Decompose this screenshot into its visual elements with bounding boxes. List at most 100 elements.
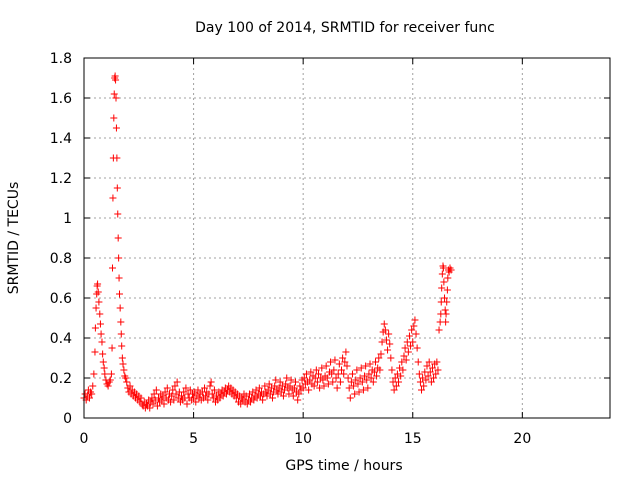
- data-point: [122, 374, 130, 382]
- y-tick-label: 0.4: [50, 331, 72, 347]
- data-point: [290, 384, 298, 392]
- data-point: [180, 388, 188, 396]
- data-point: [106, 376, 114, 384]
- data-point: [115, 274, 123, 282]
- data-point: [160, 400, 168, 408]
- data-point: [352, 376, 360, 384]
- y-tick-label: 0.6: [50, 291, 72, 307]
- data-point: [104, 382, 112, 390]
- data-point: [355, 388, 363, 396]
- data-point: [373, 372, 381, 380]
- data-point: [339, 354, 347, 362]
- data-point: [113, 154, 121, 162]
- data-point: [186, 386, 194, 394]
- x-axis-label: GPS time / hours: [285, 458, 402, 474]
- data-point: [378, 338, 386, 346]
- data-point: [255, 384, 263, 392]
- data-point: [416, 378, 424, 386]
- x-tick-label: 20: [513, 431, 531, 447]
- data-point: [408, 326, 416, 334]
- data-point: [362, 362, 370, 370]
- data-point: [330, 366, 338, 374]
- data-point: [89, 382, 97, 390]
- data-point: [424, 372, 432, 380]
- data-point: [350, 382, 358, 390]
- data-point: [91, 348, 99, 356]
- data-point: [107, 370, 115, 378]
- chart-title: Day 100 of 2014, SRMTID for receiver fun…: [195, 20, 495, 36]
- data-point: [371, 358, 379, 366]
- data-point: [286, 382, 294, 390]
- data-point: [335, 360, 343, 368]
- y-tick-label: 1.8: [50, 51, 72, 67]
- data-point: [411, 316, 419, 324]
- grid: [84, 58, 610, 418]
- y-tick-label: 1: [63, 211, 72, 227]
- data-point: [351, 390, 359, 398]
- data-point: [170, 396, 178, 404]
- data-point: [294, 396, 302, 404]
- data-point: [405, 332, 413, 340]
- data-point: [331, 356, 339, 364]
- data-point: [92, 304, 100, 312]
- data-point: [310, 382, 318, 390]
- y-tick-label: 0.2: [50, 371, 72, 387]
- data-points: [80, 72, 455, 412]
- data-point: [279, 392, 287, 400]
- data-point: [345, 384, 353, 392]
- data-point: [426, 368, 434, 376]
- data-point: [98, 338, 106, 346]
- data-point: [112, 124, 120, 132]
- data-point: [119, 360, 127, 368]
- data-point: [112, 94, 120, 102]
- data-point: [208, 390, 216, 398]
- data-point: [415, 370, 423, 378]
- data-point: [207, 378, 215, 386]
- data-point: [116, 290, 124, 298]
- data-point: [204, 396, 212, 404]
- data-point: [438, 270, 446, 278]
- data-point: [94, 288, 102, 296]
- data-point: [114, 234, 122, 242]
- data-point: [276, 378, 284, 386]
- data-point: [381, 326, 389, 334]
- data-point: [353, 366, 361, 374]
- data-point: [88, 390, 96, 398]
- data-point: [358, 378, 366, 386]
- data-point: [94, 280, 102, 288]
- data-point: [265, 380, 273, 388]
- data-point: [427, 378, 435, 386]
- data-point: [404, 348, 412, 356]
- data-point: [318, 364, 326, 372]
- data-point: [100, 364, 108, 372]
- data-point: [108, 344, 116, 352]
- y-tick-label: 1.4: [50, 131, 72, 147]
- data-point: [444, 274, 452, 282]
- data-point: [117, 330, 125, 338]
- data-point: [182, 384, 190, 392]
- data-point: [402, 356, 410, 364]
- y-tick-label: 0.8: [50, 251, 72, 267]
- data-point: [392, 382, 400, 390]
- data-point: [272, 376, 280, 384]
- data-point: [271, 382, 279, 390]
- data-point: [439, 264, 447, 272]
- data-point: [400, 352, 408, 360]
- data-point: [320, 382, 328, 390]
- data-point: [341, 358, 349, 366]
- data-point: [291, 378, 299, 386]
- data-point: [387, 354, 395, 362]
- data-point: [115, 254, 123, 262]
- data-point: [322, 362, 330, 370]
- data-point: [433, 358, 441, 366]
- data-point: [161, 388, 169, 396]
- data-point: [150, 390, 158, 398]
- data-point: [376, 366, 384, 374]
- data-point: [391, 374, 399, 382]
- data-point: [108, 264, 116, 272]
- data-point: [428, 364, 436, 372]
- data-point: [85, 394, 93, 402]
- data-point: [110, 90, 118, 98]
- data-point: [365, 370, 373, 378]
- y-tick-label: 1.2: [50, 171, 72, 187]
